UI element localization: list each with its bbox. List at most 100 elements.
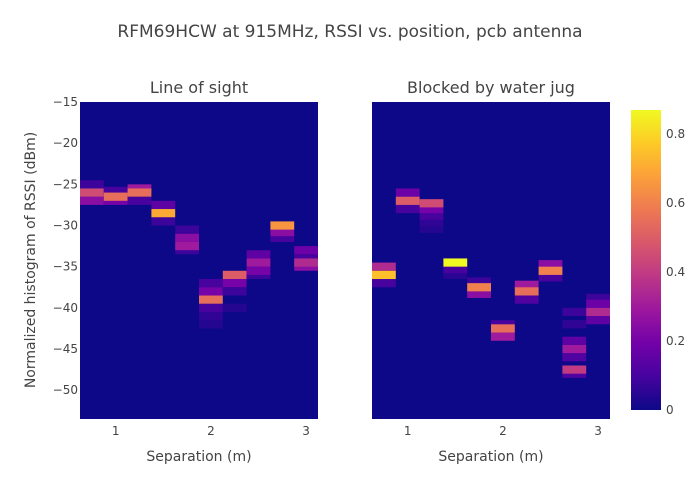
heatmap-cell [199, 320, 223, 329]
heatmap-cell [586, 307, 610, 317]
chart-title: RFM69HCW at 915MHz, RSSI vs. position, p… [117, 22, 582, 42]
y-tick-label: −45 [53, 342, 78, 356]
heatmap-cell [222, 270, 247, 280]
x-tick-label: 2 [499, 424, 507, 438]
heatmap-cell [419, 199, 444, 208]
heatmap-cell [562, 353, 587, 362]
heatmap-cell [222, 303, 247, 312]
y-tick-label: −30 [53, 219, 78, 233]
heatmap-cell [80, 196, 104, 205]
heatmap-cell [514, 287, 539, 296]
heatmap-cell [222, 287, 247, 296]
x-tick-label: 3 [302, 424, 310, 438]
heatmap-cell [294, 262, 318, 271]
x-tick-label: 3 [594, 424, 602, 438]
heatmap-cell [103, 196, 128, 205]
heatmap-cell [127, 188, 152, 197]
heatmap-cell [395, 188, 420, 197]
heatmap-cell [562, 365, 587, 374]
heatmap-cell [372, 262, 396, 271]
y-axis-title: Normalized histogram of RSSI (dBm) [23, 132, 39, 388]
heatmap-cell [419, 224, 444, 233]
heatmap-cell [562, 307, 587, 317]
heatmap-cell [270, 227, 295, 237]
heatmap-cell [199, 279, 223, 288]
heatmap-cell [586, 293, 610, 303]
heatmap-cell [419, 218, 444, 227]
panel-line-of-sight: 1 2 3 [80, 102, 318, 438]
y-axis-ticks: −15 −20 −25 −30 −35 −40 −45 −50 [53, 95, 78, 397]
heatmap-cell [151, 200, 176, 210]
heatmap-cell [80, 180, 104, 189]
heatmap-cell [175, 241, 199, 251]
heatmap-cell [467, 289, 491, 298]
y-tick-label: −15 [53, 95, 78, 109]
heatmap-cell [199, 287, 223, 296]
colorbar-tick-label: 0.8 [666, 127, 685, 141]
heatmap-cell [491, 324, 515, 333]
heatmap-cell [443, 270, 468, 280]
heatmap-cell [127, 196, 152, 205]
heatmap-cell [514, 280, 539, 289]
heatmap-cell [103, 186, 128, 196]
heatmap-cell [294, 254, 318, 263]
heatmap-cell [514, 295, 539, 304]
heatmap-cell [491, 320, 515, 329]
heatmap-cell [175, 225, 199, 234]
x-axis-title-2: Separation (m) [438, 449, 543, 465]
heatmap-cell [103, 192, 128, 201]
heatmap-cell [562, 369, 587, 378]
heatmap-cell [199, 303, 223, 312]
heatmap-cell [562, 344, 587, 354]
heatmap-cell [175, 246, 199, 255]
colorbar-tick-label: 0.2 [666, 334, 685, 348]
heatmap-cell [80, 188, 104, 197]
heatmap-cell [467, 277, 491, 286]
heatmap-cell [491, 332, 515, 341]
panel-1-subtitle: Line of sight [150, 78, 248, 97]
heatmap-cell [246, 250, 271, 259]
heatmap-cell [562, 320, 587, 329]
heatmap-cell [372, 270, 396, 280]
y-tick-label: −50 [53, 383, 78, 397]
heatmap-cell [270, 233, 295, 242]
heatmap-cell [246, 258, 271, 267]
heatmap-cell [294, 258, 318, 267]
heatmap-cell [151, 209, 176, 218]
heatmap-cell [372, 279, 396, 288]
x-tick-label: 2 [207, 424, 215, 438]
heatmap-cell [538, 266, 563, 275]
y-tick-label: −40 [53, 301, 78, 315]
panel-2-subtitle: Blocked by water jug [407, 78, 575, 97]
heatmap-cell [270, 221, 295, 230]
colorbar-gradient [631, 110, 661, 410]
x-axis-title-1: Separation (m) [146, 449, 251, 465]
heatmap-cell [538, 260, 563, 269]
heatmap-cell [199, 295, 223, 304]
heatmap-cell [395, 196, 420, 205]
heatmap-cell [586, 316, 610, 325]
y-tick-label: −25 [53, 177, 78, 191]
x-tick-label: 1 [112, 424, 120, 438]
y-tick-label: −35 [53, 260, 78, 274]
heatmap-cell [246, 266, 271, 275]
heatmap-cell [419, 204, 444, 214]
heatmap-cell [443, 258, 468, 267]
x-tick-label: 1 [404, 424, 412, 438]
heatmap-background [80, 102, 318, 419]
heatmap-cell [419, 211, 444, 220]
heatmap-cell [562, 336, 587, 345]
heatmap-cell [443, 265, 468, 274]
colorbar: 0 0.2 0.4 0.6 0.8 [631, 110, 685, 417]
heatmap-cell [538, 273, 563, 282]
heatmap-cell [294, 246, 318, 255]
heatmap-cell [467, 283, 491, 292]
colorbar-tick-label: 0 [666, 403, 674, 417]
heatmap-cell [222, 279, 247, 288]
colorbar-tick-label: 0.4 [666, 265, 685, 279]
heatmap-cell [175, 233, 199, 242]
heatmap-cell [395, 204, 420, 214]
colorbar-tick-label: 0.6 [666, 196, 685, 210]
heatmap-cell [151, 217, 176, 226]
